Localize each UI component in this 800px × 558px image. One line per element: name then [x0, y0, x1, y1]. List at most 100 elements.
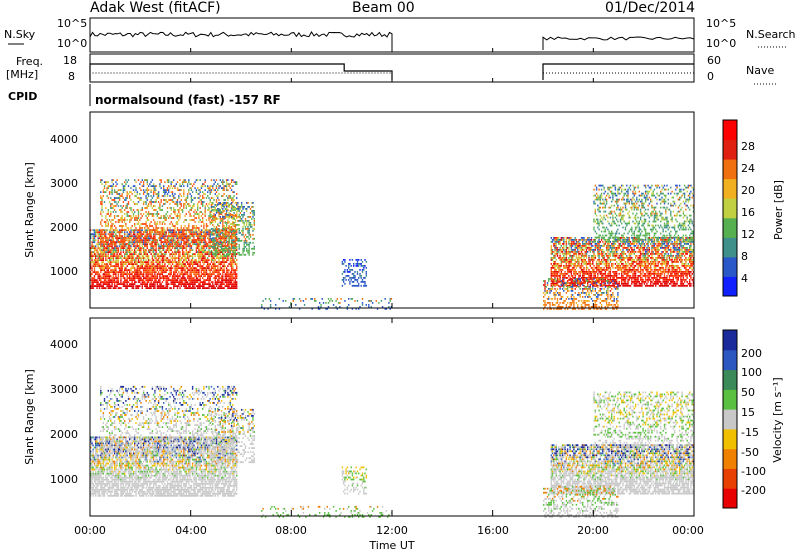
power-cell: [127, 203, 128, 205]
power-cell: [231, 271, 232, 273]
power-cell: [101, 251, 102, 253]
power-cell: [566, 273, 567, 275]
power-cell: [191, 241, 192, 243]
power-cell: [149, 251, 150, 253]
power-cell: [193, 285, 194, 287]
power-cell: [162, 247, 163, 249]
power-cell: [166, 285, 167, 287]
power-cell: [226, 210, 227, 212]
power-cell: [191, 195, 192, 197]
power-cell: [148, 287, 149, 289]
power-cell: [244, 222, 245, 224]
power-cell: [114, 201, 115, 203]
power-cell: [187, 239, 188, 241]
power-cell: [213, 179, 214, 181]
power-cell: [106, 243, 107, 245]
power-cell: [251, 202, 252, 204]
power-cell: [200, 237, 201, 239]
power-cell: [150, 203, 151, 205]
power-cell: [223, 202, 224, 204]
power-cell: [105, 267, 106, 269]
power-cell: [201, 265, 202, 267]
power-cell: [143, 257, 144, 259]
power-cell: [348, 304, 349, 306]
power-cell: [226, 261, 227, 263]
power-cell: [213, 213, 214, 215]
power-cell: [118, 215, 119, 217]
power-cell: [189, 255, 190, 257]
power-cell: [173, 235, 174, 237]
power-cell: [159, 277, 160, 279]
power-cell: [106, 241, 107, 243]
power-cell: [138, 237, 139, 239]
power-cell: [174, 275, 175, 277]
power-cell: [183, 207, 184, 209]
power-cell: [250, 236, 251, 238]
power-cell: [196, 261, 197, 263]
power-cell: [235, 285, 236, 287]
power-cell: [120, 257, 121, 259]
power-cell: [163, 221, 164, 223]
power-cell: [133, 189, 134, 191]
power-cell: [231, 205, 232, 207]
power-cell: [187, 243, 188, 245]
power-cell: [193, 271, 194, 273]
power-cell: [232, 230, 233, 232]
power-cell: [163, 185, 164, 187]
power-cell: [232, 228, 233, 230]
power-cell: [561, 271, 562, 273]
power-cell: [169, 187, 170, 189]
power-cell: [134, 237, 135, 239]
power-cell: [119, 271, 120, 273]
power-cell: [220, 253, 221, 255]
power-cell: [96, 265, 97, 267]
power-cell: [179, 259, 180, 261]
power-cell: [247, 216, 248, 218]
power-cell: [577, 273, 578, 275]
power-cell: [144, 245, 145, 247]
power-cell: [178, 211, 179, 213]
power-cell: [183, 245, 184, 247]
power-cell: [179, 215, 180, 217]
power-cell: [227, 243, 228, 245]
power-cell: [125, 253, 126, 255]
power-cell: [133, 267, 134, 269]
power-cell: [221, 269, 222, 271]
power-cell: [123, 257, 124, 259]
power-cell: [575, 237, 576, 239]
power-cell: [172, 231, 173, 233]
power-cell: [181, 285, 182, 287]
power-cell: [128, 285, 129, 287]
power-cell: [191, 275, 192, 277]
power-cell: [208, 197, 209, 199]
power-cell: [344, 283, 345, 285]
power-cell: [100, 247, 101, 249]
power-cell: [223, 254, 224, 256]
power-cell: [212, 265, 213, 267]
power-cell: [150, 185, 151, 187]
power-cell: [143, 189, 144, 191]
power-cell: [144, 285, 145, 287]
power-cell: [152, 213, 153, 215]
power-cell: [144, 179, 145, 181]
power-cell: [147, 267, 148, 269]
power-cell: [572, 241, 573, 243]
power-cell: [573, 263, 574, 265]
power-cell: [111, 257, 112, 259]
power-cell: [202, 241, 203, 243]
power-cell: [174, 283, 175, 285]
power-cell: [186, 239, 187, 241]
power-cell: [208, 269, 209, 271]
power-cell: [184, 253, 185, 255]
power-cell: [233, 208, 234, 210]
power-cell: [173, 207, 174, 209]
power-cell: [103, 261, 104, 263]
power-cell: [192, 241, 193, 243]
power-cell: [227, 281, 228, 283]
power-cell: [211, 238, 212, 240]
power-cell: [111, 283, 112, 285]
power-cell: [161, 271, 162, 273]
power-cell: [157, 255, 158, 257]
power-cell: [114, 199, 115, 201]
power-cell: [177, 239, 178, 241]
